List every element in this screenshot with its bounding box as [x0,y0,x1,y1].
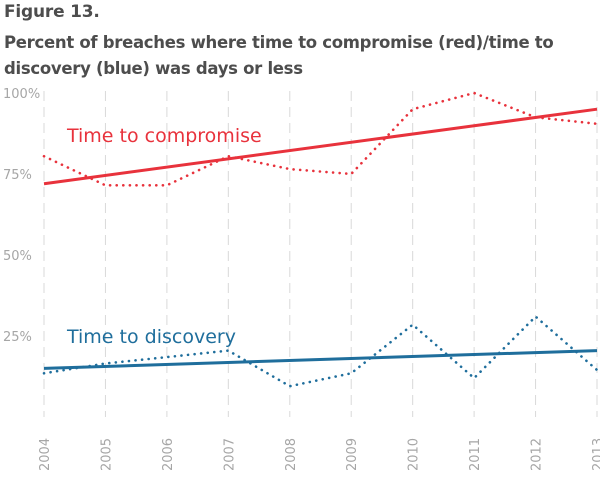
x-tick-label-2012: 2012 [530,438,545,471]
figure-number: Figure 13. [4,2,100,22]
series-layer [42,91,599,388]
series-line-0 [42,91,599,187]
x-tick-label-2005: 2005 [99,438,114,471]
figure-title: Percent of breaches where time to compro… [4,33,554,78]
series-labels: Time to compromise Time to discovery [66,125,262,348]
x-tick-label-2004: 2004 [38,438,53,471]
series-line-1 [42,315,599,388]
y-tick-label: 75% [3,168,32,183]
trend-line-0 [43,107,598,186]
x-tick-label-2013: 2013 [591,438,600,471]
series-label-1: Time to discovery [66,326,236,348]
grid-lines [43,91,598,417]
x-tick-label-2011: 2011 [468,438,483,471]
y-tick-label: 25% [3,330,32,345]
x-tick-label-2007: 2007 [222,438,237,471]
series-label-0: Time to compromise [66,125,262,147]
x-tick-label-2010: 2010 [407,438,422,471]
axis: 25% 50% 75% 100% 2004 2005 2006 2007 2008 2009 201… [3,87,600,471]
x-tick-label-2006: 2006 [161,438,176,471]
trend-line-1 [43,349,598,370]
y-tick-label: 50% [3,249,32,264]
x-tick-label-2009: 2009 [345,438,360,471]
x-tick-label-2008: 2008 [284,438,299,471]
y-tick-label: 100% [3,87,40,102]
